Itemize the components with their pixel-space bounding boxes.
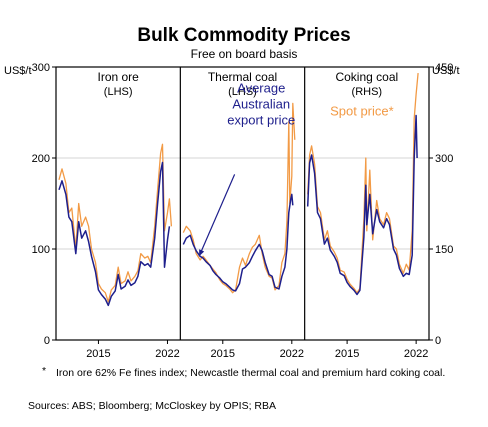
x-tick-label: 2015	[86, 348, 110, 360]
panel-title: Coking coal	[335, 70, 398, 84]
series-line-export	[182, 193, 294, 292]
left-tick-label: 100	[32, 244, 50, 256]
series-line-export	[58, 161, 171, 307]
label-arrow-head	[199, 249, 205, 257]
series-line-spot	[307, 73, 419, 294]
left-tick-label: 200	[32, 153, 50, 165]
chart-title: Bulk Commodity Prices	[137, 25, 350, 46]
x-tick-label: 2022	[404, 348, 428, 360]
right-tick-label: 150	[435, 244, 453, 256]
x-tick-label: 2015	[335, 348, 359, 360]
panel-title: Iron ore	[97, 70, 139, 84]
sources: Sources: ABS; Bloomberg; McCloskey by OP…	[28, 400, 277, 412]
label-arrow-line	[198, 174, 236, 257]
left-axis-unit: US$/t	[4, 65, 32, 77]
series-label-spot: Spot price*	[330, 104, 394, 119]
series-label-export: Average Australian export price	[227, 80, 295, 127]
panel-axis-note: (LHS)	[228, 86, 257, 98]
panel-axis-note: (LHS)	[104, 86, 133, 98]
series-line-spot	[58, 143, 173, 303]
plot-frame	[55, 66, 430, 341]
footnote: * Iron ore 62% Fe fines index; Newcastle…	[42, 365, 466, 380]
footnote-text: Iron ore 62% Fe fines index; Newcastle t…	[56, 367, 446, 379]
left-tick-label: 0	[44, 335, 50, 347]
chart-subtitle: Free on board basis	[191, 47, 298, 61]
panel-axis-note: (RHS)	[352, 86, 383, 98]
panel-title: Thermal coal	[208, 70, 277, 84]
footnote-mark: *	[42, 365, 47, 377]
left-tick-label: 300	[32, 62, 50, 74]
right-axis-unit: US$/t	[432, 65, 460, 77]
series-line-export	[306, 114, 418, 296]
x-tick-label: 2022	[280, 348, 304, 360]
x-tick-label: 2022	[155, 348, 179, 360]
right-tick-label: 0	[435, 335, 441, 347]
right-tick-label: 450	[435, 62, 453, 74]
right-tick-label: 300	[435, 153, 453, 165]
series-line-spot	[182, 102, 296, 294]
x-tick-label: 2015	[211, 348, 235, 360]
